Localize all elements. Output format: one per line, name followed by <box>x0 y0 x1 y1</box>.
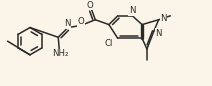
Text: Cl: Cl <box>105 39 113 48</box>
Text: O: O <box>86 1 93 10</box>
Text: N: N <box>64 19 70 28</box>
Text: NH₂: NH₂ <box>52 49 68 58</box>
Text: O: O <box>77 17 84 26</box>
Text: N: N <box>155 29 162 38</box>
Text: N: N <box>129 6 135 15</box>
Text: N: N <box>160 14 167 23</box>
